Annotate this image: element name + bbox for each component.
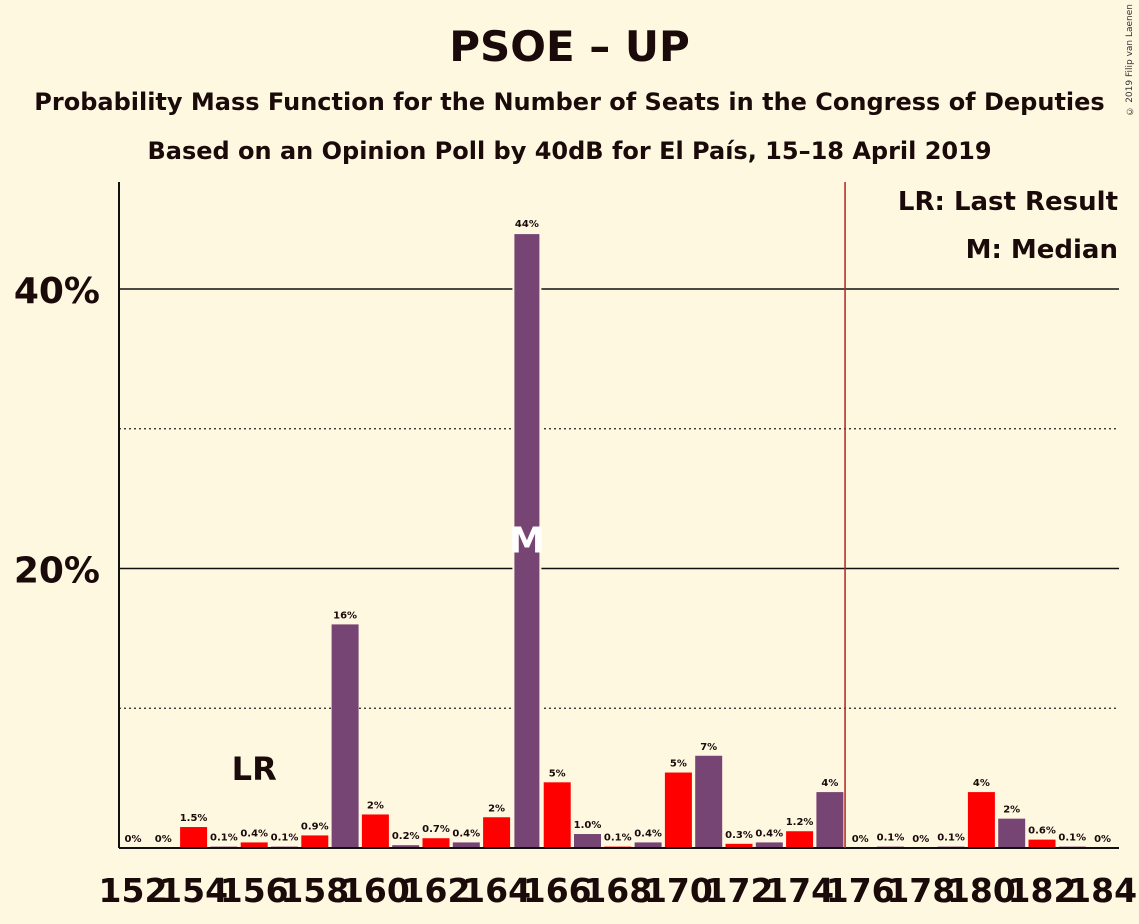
x-tick-label: 162 xyxy=(402,871,471,910)
bar xyxy=(725,843,753,848)
bar xyxy=(422,838,450,848)
bar xyxy=(361,814,389,848)
bar-label: 0.9% xyxy=(301,821,329,832)
x-tick-label: 164 xyxy=(462,871,531,910)
bar xyxy=(543,782,571,848)
bar-label: 0.1% xyxy=(271,833,299,844)
chart-title: PSOE – UP xyxy=(449,22,690,71)
x-tick-label: 166 xyxy=(523,871,592,910)
x-tick-label: 184 xyxy=(1068,871,1137,910)
y-tick-labels: 20% 40% xyxy=(14,271,100,592)
bar-label: 44% xyxy=(515,219,539,230)
bar-label: 0.4% xyxy=(240,828,268,839)
bar xyxy=(301,835,329,848)
last-result-marker: LR xyxy=(232,750,277,788)
bar-label: 1.2% xyxy=(786,817,814,828)
bar xyxy=(786,831,814,848)
bar xyxy=(755,842,783,848)
bar-label: 16% xyxy=(333,610,357,621)
axes xyxy=(118,182,1119,849)
bar xyxy=(240,842,268,848)
bar-label: 0.1% xyxy=(210,833,238,844)
x-tick-label: 176 xyxy=(826,871,895,910)
bar-label: 0.2% xyxy=(392,831,420,842)
bar-label: 2% xyxy=(488,803,505,814)
bar xyxy=(574,834,601,848)
bar-label: 0.1% xyxy=(1058,833,1086,844)
legend: LR: Last Result M: Median xyxy=(898,187,1118,265)
bar-label: 4% xyxy=(821,778,838,789)
bar xyxy=(1028,839,1056,848)
legend-median: M: Median xyxy=(966,235,1118,265)
bar-label: 0% xyxy=(912,834,929,845)
x-tick-label: 182 xyxy=(1008,871,1077,910)
bar-label: 0% xyxy=(1094,834,1111,845)
bar-label: 2% xyxy=(1003,805,1020,816)
bar xyxy=(967,792,995,848)
markers: LR M xyxy=(232,182,846,848)
bar-label: 0.1% xyxy=(937,833,965,844)
bar-label: 0% xyxy=(852,834,869,845)
x-tick-label: 158 xyxy=(280,871,349,910)
bar xyxy=(331,624,359,848)
bar-label: 0.4% xyxy=(755,828,783,839)
bar-label: 0% xyxy=(125,834,142,845)
bar xyxy=(998,818,1026,848)
y-tick-label: 40% xyxy=(14,271,100,312)
bar-label: 0% xyxy=(155,834,172,845)
bar xyxy=(392,845,420,848)
bar-label: 0.7% xyxy=(422,824,450,835)
x-tick-label: 160 xyxy=(341,871,410,910)
chart-subtitle: Probability Mass Function for the Number… xyxy=(34,88,1105,116)
x-tick-label: 170 xyxy=(644,871,713,910)
bar-label: 0.1% xyxy=(604,833,632,844)
legend-last-result: LR: Last Result xyxy=(898,187,1118,217)
bar xyxy=(483,817,511,848)
x-tick-label: 174 xyxy=(765,871,834,910)
bar-label: 0.6% xyxy=(1028,826,1056,837)
bar-label: 7% xyxy=(700,742,717,753)
y-tick-label: 20% xyxy=(14,551,100,592)
bar xyxy=(695,755,723,848)
bar-label: 0.1% xyxy=(877,833,905,844)
bar-label: 0.3% xyxy=(725,830,753,841)
bar-label: 1.0% xyxy=(574,820,602,831)
bar-label: 0.4% xyxy=(452,828,480,839)
bar-label: 2% xyxy=(367,800,384,811)
bar-labels: 0% 0%1.5%0.1% 0.4% 0.1%0.9%16%2%0.2%0.7% 0.4… xyxy=(125,219,1112,845)
bar-label: 1.5% xyxy=(180,813,208,824)
x-tick-label: 168 xyxy=(583,871,652,910)
x-tick-label: 172 xyxy=(705,871,774,910)
x-tick-label: 178 xyxy=(886,871,955,910)
bar-label: 5% xyxy=(670,759,687,770)
bar xyxy=(634,842,662,848)
bar-label: 4% xyxy=(973,778,990,789)
median-marker: M xyxy=(509,521,545,562)
x-tick-label: 152 xyxy=(99,871,168,910)
bars xyxy=(180,232,1086,850)
bar-label: 0.4% xyxy=(634,828,662,839)
bar xyxy=(664,772,692,848)
x-tick-label: 154 xyxy=(159,871,228,910)
bar xyxy=(452,842,480,848)
gridlines xyxy=(119,288,1119,709)
bar xyxy=(816,792,844,848)
x-tick-labels: 1521541561581601621641661681701721741761… xyxy=(99,871,1137,910)
bar-label: 5% xyxy=(549,768,566,779)
x-tick-label: 156 xyxy=(220,871,289,910)
x-tick-label: 180 xyxy=(947,871,1016,910)
bar xyxy=(180,827,208,848)
chart-source: Based on an Opinion Poll by 40dB for El … xyxy=(147,137,992,165)
